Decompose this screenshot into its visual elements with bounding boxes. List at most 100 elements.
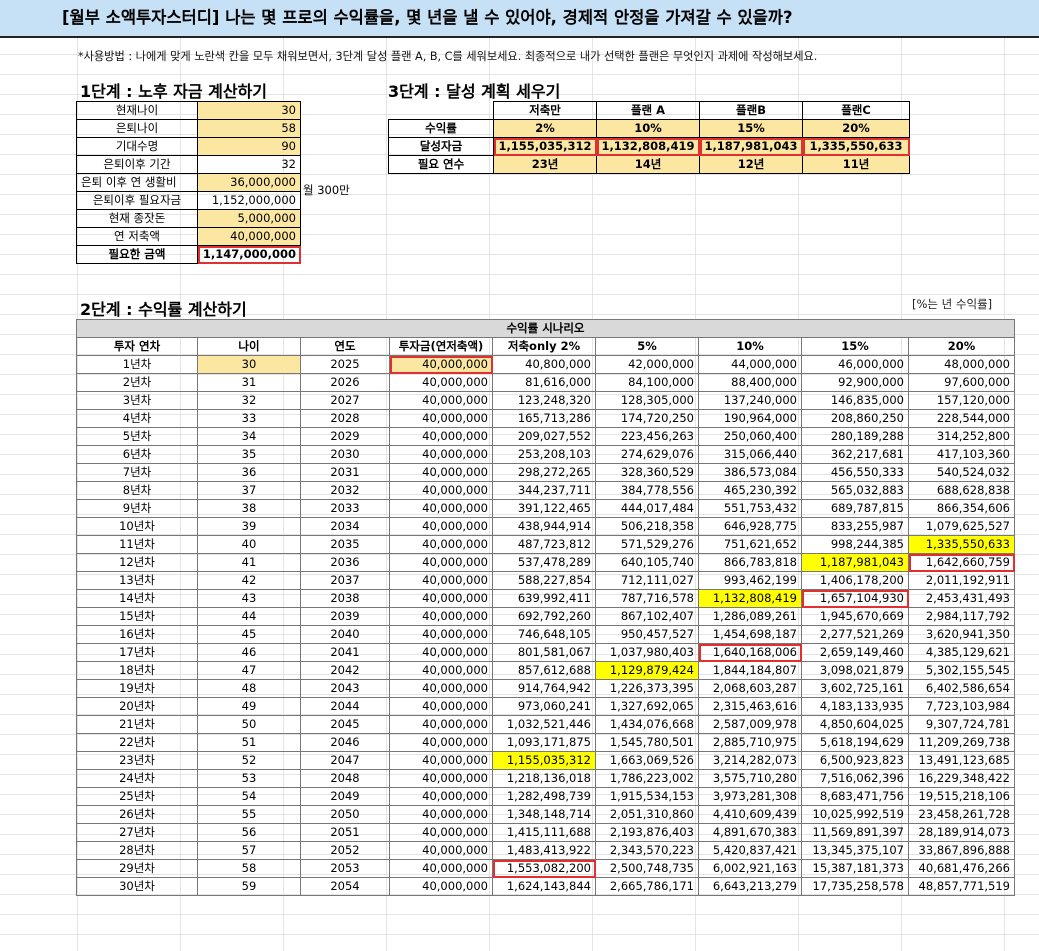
table-cell: 998,244,385 — [801, 535, 909, 554]
column-header: 투자금(연저축액) — [389, 337, 493, 356]
table-cell: 40,000,000 — [389, 715, 493, 734]
table-cell: 537,478,289 — [492, 553, 596, 572]
table-cell: 688,628,838 — [908, 481, 1015, 500]
table-cell: 209,027,552 — [492, 427, 596, 446]
table-cell: 4,385,129,621 — [908, 643, 1015, 662]
step3-header: 플랜C — [802, 101, 910, 120]
table-cell: 274,629,076 — [595, 445, 699, 464]
table-cell[interactable]: 30 — [197, 355, 301, 374]
table-cell: 314,252,800 — [908, 427, 1015, 446]
table-cell: 4년차 — [76, 409, 198, 428]
table-row: 16년차 45 2040 40,000,000 746,648,105 950,457,5… — [76, 625, 1015, 644]
step3-value[interactable]: 20% — [802, 119, 910, 138]
table-row: 14년차 43 2038 40,000,000 639,992,411 787,716,5… — [76, 589, 1015, 608]
sheet-title[interactable]: [월부 소액투자스터디] 나는 몇 프로의 수익률을, 몇 년을 낼 수 있어야… — [0, 0, 1039, 36]
table-cell: 2,500,748,735 — [595, 859, 699, 878]
table-cell: 11,569,891,397 — [801, 823, 909, 842]
table-cell: 746,648,105 — [492, 625, 596, 644]
table-cell: 137,240,000 — [698, 391, 802, 410]
step2-header-row: 투자 연차 나이 연도 투자금(연저축액) 저축only 2% 5% 10% 15% 20% — [76, 337, 1015, 356]
table-cell: 5,302,155,545 — [908, 661, 1015, 680]
title-divider — [0, 36, 1039, 38]
table-cell: 950,457,527 — [595, 625, 699, 644]
usage-instructions[interactable]: *사용방법 : 나에게 맞게 노란색 칸을 모두 채워보면서, 3단계 달성 플… — [78, 50, 818, 63]
step3-row: 수익률 2% 10% 15% 20% — [388, 119, 910, 138]
step1-value[interactable]: 5,000,000 — [197, 209, 301, 228]
table-row: 13년차 42 2037 40,000,000 588,227,854 712,111,0… — [76, 571, 1015, 590]
table-cell: 6,002,921,163 — [698, 859, 802, 878]
table-cell: 9,307,724,781 — [908, 715, 1015, 734]
table-cell[interactable]: 40,000,000 — [389, 355, 493, 374]
table-cell: 40,000,000 — [389, 823, 493, 842]
table-cell: 6,500,923,823 — [801, 751, 909, 770]
step3-value[interactable]: 2% — [493, 119, 597, 138]
table-cell: 1,945,670,669 — [801, 607, 909, 626]
table-cell: 2052 — [300, 841, 390, 860]
step1-value[interactable]: 90 — [197, 137, 301, 156]
table-cell: 17년차 — [76, 643, 198, 662]
table-cell: 40,000,000 — [389, 607, 493, 626]
step1-value: 32 — [197, 155, 301, 174]
table-cell: 1,406,178,200 — [801, 571, 909, 590]
table-cell: 1,093,171,875 — [492, 733, 596, 752]
column-header: 5% — [595, 337, 699, 356]
column-header: 20% — [908, 337, 1015, 356]
table-cell: 8,683,471,756 — [801, 787, 909, 806]
table-cell: 551,753,432 — [698, 499, 802, 518]
step2-title: 2단계 : 수익률 계산하기 — [80, 300, 247, 319]
table-cell: 40 — [197, 535, 301, 554]
table-cell: 4,891,670,383 — [698, 823, 802, 842]
step1-row: 연 저축액 40,000,000 — [76, 227, 301, 246]
table-cell: 128,305,000 — [595, 391, 699, 410]
table-cell: 1,642,660,759 — [908, 553, 1015, 572]
table-cell: 31 — [197, 373, 301, 392]
column-header: 저축only 2% — [492, 337, 596, 356]
step3-label: 필요 연수 — [388, 155, 494, 174]
table-cell: 35 — [197, 445, 301, 464]
step1-value[interactable]: 40,000,000 — [197, 227, 301, 246]
table-cell: 11,209,269,738 — [908, 733, 1015, 752]
table-cell: 7년차 — [76, 463, 198, 482]
step1-value[interactable]: 36,000,000 — [197, 173, 301, 192]
table-cell: 2,587,009,978 — [698, 715, 802, 734]
step3-value: 1,155,035,312 — [493, 137, 597, 156]
table-cell: 47 — [197, 661, 301, 680]
table-cell: 40,000,000 — [389, 733, 493, 752]
step3-value[interactable]: 10% — [596, 119, 700, 138]
table-cell: 2042 — [300, 661, 390, 680]
step3-value[interactable]: 15% — [699, 119, 803, 138]
table-cell: 1,155,035,312 — [492, 751, 596, 770]
table-cell: 2,343,570,223 — [595, 841, 699, 860]
scenario-header: 수익률 시나리오 — [76, 319, 1015, 338]
table-cell: 6,402,586,654 — [908, 679, 1015, 698]
table-row: 25년차 54 2049 40,000,000 1,282,498,739 1,915,5… — [76, 787, 1015, 806]
table-cell: 7,516,062,396 — [801, 769, 909, 788]
table-cell: 1,553,082,200 — [492, 859, 596, 878]
table-cell: 40,000,000 — [389, 859, 493, 878]
table-cell: 2,984,117,792 — [908, 607, 1015, 626]
table-cell: 40,000,000 — [389, 751, 493, 770]
table-cell: 1,032,521,446 — [492, 715, 596, 734]
table-cell: 3년차 — [76, 391, 198, 410]
table-cell: 2045 — [300, 715, 390, 734]
table-cell: 1,786,223,002 — [595, 769, 699, 788]
table-cell: 2,315,463,616 — [698, 697, 802, 716]
table-row: 11년차 40 2035 40,000,000 487,723,812 571,529,2… — [76, 535, 1015, 554]
table-cell: 1,640,168,006 — [698, 643, 802, 662]
step1-value[interactable]: 30 — [197, 101, 301, 120]
step1-row: 필요한 금액 1,147,000,000 — [76, 245, 301, 264]
table-cell: 751,621,652 — [698, 535, 802, 554]
table-cell: 39 — [197, 517, 301, 536]
table-cell: 165,713,286 — [492, 409, 596, 428]
table-cell: 571,529,276 — [595, 535, 699, 554]
table-cell: 40,000,000 — [389, 841, 493, 860]
table-cell: 41 — [197, 553, 301, 572]
table-cell: 1,434,076,668 — [595, 715, 699, 734]
table-cell: 40,000,000 — [389, 373, 493, 392]
step1-value[interactable]: 58 — [197, 119, 301, 138]
table-row: 27년차 56 2051 40,000,000 1,415,111,688 2,193,8… — [76, 823, 1015, 842]
table-cell: 315,066,440 — [698, 445, 802, 464]
column-header: 10% — [698, 337, 802, 356]
table-cell: 49 — [197, 697, 301, 716]
table-cell: 2050 — [300, 805, 390, 824]
